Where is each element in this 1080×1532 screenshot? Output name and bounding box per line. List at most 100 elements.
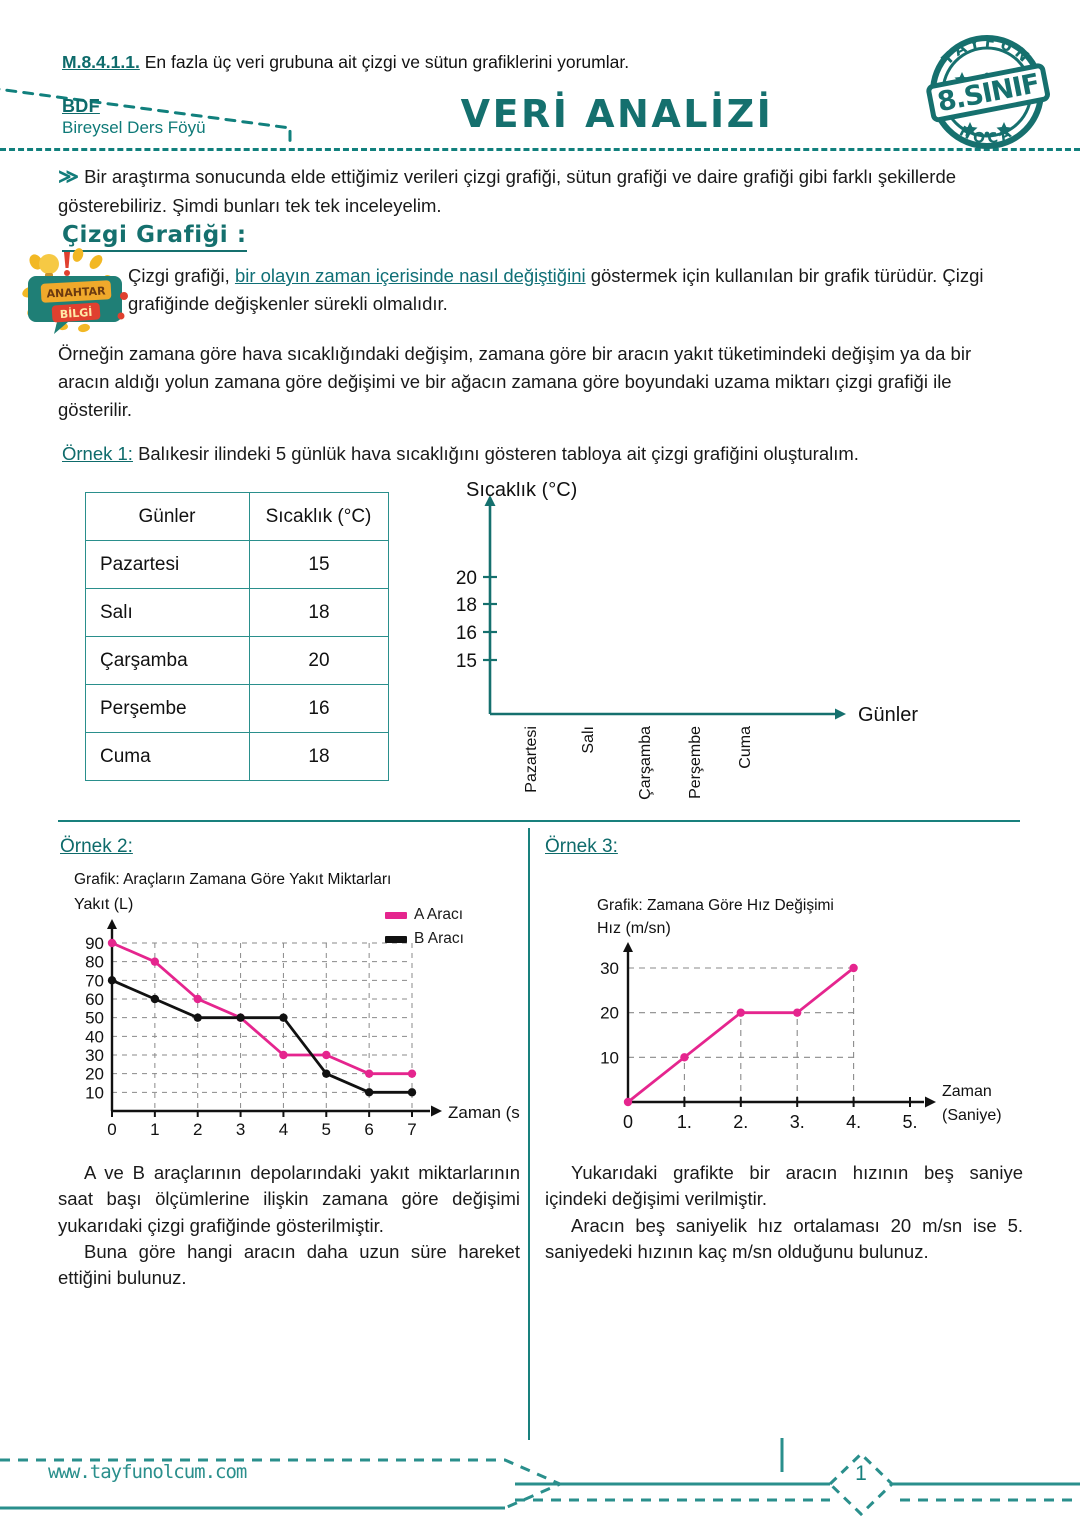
data-point: [279, 1050, 288, 1060]
table-header-cell: Sıcaklık (°C): [249, 492, 389, 541]
key-info-text: Çizgi grafiği, bir olayın zaman içerisin…: [128, 262, 1018, 318]
data-point: [193, 994, 202, 1004]
table-row: Pazartesi 15: [85, 540, 389, 589]
table-header-cell: Günler: [85, 492, 250, 541]
x-tick-label: 0: [107, 1120, 116, 1139]
ornek2-label: Örnek 2:: [60, 836, 133, 857]
y-tick-label: 90: [85, 934, 104, 953]
y-tick-label: 30: [85, 1046, 104, 1065]
data-point: [407, 1069, 417, 1078]
y-tick-label: 20: [456, 568, 477, 589]
data-point: [849, 963, 858, 973]
table-row: Salı 18: [85, 588, 389, 637]
table-cell-day: Salı: [85, 588, 250, 637]
data-point: [150, 957, 160, 966]
chart-xlabel-line2: (Saniye): [942, 1107, 1002, 1124]
y-tick-label: 80: [85, 953, 104, 972]
y-tick-label: 60: [85, 990, 104, 1009]
data-point: [680, 1053, 689, 1062]
table-cell-temp: 18: [249, 588, 389, 637]
chart-xlabel: Günler: [858, 704, 918, 726]
bdf-banner-shape: [0, 82, 302, 150]
x-tick-label: 4.: [846, 1112, 861, 1132]
ornek2-question-text: A ve B araçlarının depolarındaki yakıt m…: [58, 1160, 520, 1291]
y-tick-label: 10: [85, 1083, 104, 1102]
x-tick-label: 1.: [677, 1112, 692, 1132]
ornek1-text: Balıkesir ilindeki 5 günlük hava sıcaklı…: [132, 443, 859, 464]
legend-item: B Aracı: [385, 927, 464, 951]
table-cell-day: Cuma: [85, 732, 250, 781]
series-line-b: [111, 979, 412, 1094]
y-tick-label: 50: [85, 1009, 104, 1028]
objective-line: M.8.4.1.1. En fazla üç veri grubuna ait …: [62, 52, 629, 73]
x-axis-arrow: [835, 708, 846, 720]
data-point: [107, 938, 117, 948]
header-dashed-rule: [0, 148, 1080, 151]
key-text-underlined: bir olayın zaman içerisinde nasıl değişt…: [234, 265, 586, 286]
ornek3-label: Örnek 3:: [545, 836, 618, 857]
y-tick-label: 20: [85, 1065, 104, 1084]
tayfun-hoca-stamp: TAYFUN HOCA 8.SINIF: [918, 26, 1056, 154]
chart-xlabel: Zaman (sa.): [448, 1103, 520, 1122]
ornek3-line-chart: 10 20 30 0 1. 2. 3. 4. 5. Zaman (Saniye): [580, 940, 1030, 1140]
bdf-full: Bireysel Ders Föyü: [62, 117, 206, 137]
ornek3-paragraph-2: Aracın beş saniyelik hız ortalaması 20 m…: [545, 1214, 1023, 1262]
page-title: VERİ ANALİZİ: [460, 92, 774, 136]
table-cell-temp: 16: [249, 684, 389, 733]
data-point: [793, 1008, 802, 1017]
section-divider-horizontal: [58, 820, 1020, 822]
lightbulb-icon: [39, 254, 59, 279]
data-point: [322, 1069, 331, 1078]
data-point: [107, 976, 117, 985]
intro-paragraph: ≫ Bir araştırma sonucunda elde ettiğimiz…: [58, 162, 1018, 220]
y-axis-arrow: [107, 919, 117, 929]
bdf-abbr: BDF: [62, 96, 100, 116]
table-row: Cuma 18: [85, 732, 389, 781]
exclamation-icon: [64, 252, 70, 276]
y-tick-label: 70: [85, 971, 104, 990]
x-axis-arrow: [431, 1105, 442, 1117]
ornek3-chart-title: Grafik: Zamana Göre Hız Değişimi: [597, 897, 834, 914]
y-tick-label: 20: [600, 1004, 619, 1023]
objective-code: M.8.4.1.1.: [62, 52, 140, 72]
bdf-label: BDF Bireysel Ders Föyü: [62, 96, 206, 139]
badge-line1: ANAHTAR: [46, 284, 106, 300]
legend-swatch: [385, 935, 407, 943]
x-tick-label: 3: [236, 1120, 245, 1139]
data-point: [407, 1088, 417, 1097]
x-tick-label: Pazartesi: [523, 726, 540, 793]
table-row: Perşembe 16: [85, 684, 389, 733]
table-cell-temp: 20: [249, 636, 389, 685]
table-cell-temp: 15: [249, 540, 389, 589]
ornek3-paragraph-1: Yukarıdaki grafikte bir aracın hızının b…: [545, 1162, 1023, 1210]
table-cell-day: Perşembe: [85, 684, 250, 733]
key-text-part1: Çizgi grafiği,: [128, 265, 235, 286]
data-point: [623, 1097, 633, 1107]
y-tick-label: 18: [456, 595, 477, 616]
section-heading: Çizgi Grafiği :: [62, 222, 247, 252]
data-point: [364, 1088, 374, 1097]
temperature-table: Günler Sıcaklık (°C) Pazartesi 15 Salı 1…: [85, 492, 389, 781]
x-axis-arrow: [925, 1096, 936, 1108]
data-point: [736, 1008, 745, 1017]
objective-text: En fazla üç veri grubuna ait çizgi ve sü…: [139, 52, 630, 72]
ornek1-blank-chart: 20 18 16 15 Pazartesi Salı Çarşamba Perşembe Cum…: [448, 479, 919, 812]
table-header-row: Günler Sıcaklık (°C): [85, 492, 389, 541]
y-tick-label: 10: [600, 1048, 619, 1067]
data-point: [150, 994, 160, 1004]
x-tick-label: Perşembe: [687, 726, 704, 799]
ornek2-paragraph-2: Buna göre hangi aracın daha uzun süre ha…: [58, 1240, 520, 1289]
chart-ylabel: Sıcaklık (°C): [466, 482, 577, 501]
table-cell-day: Çarşamba: [85, 636, 250, 685]
x-tick-label: 7: [407, 1120, 416, 1139]
table-cell-day: Pazartesi: [85, 540, 250, 589]
x-tick-label: 5: [322, 1120, 331, 1139]
x-tick-label: Cuma: [737, 726, 754, 769]
page-number: 1: [855, 1462, 867, 1485]
ornek2-legend: A Aracı B Aracı: [385, 903, 464, 951]
y-axis-arrow: [484, 495, 496, 506]
x-tick-label: 2.: [733, 1112, 748, 1132]
chevron-double-right-icon: ≫: [58, 166, 79, 188]
